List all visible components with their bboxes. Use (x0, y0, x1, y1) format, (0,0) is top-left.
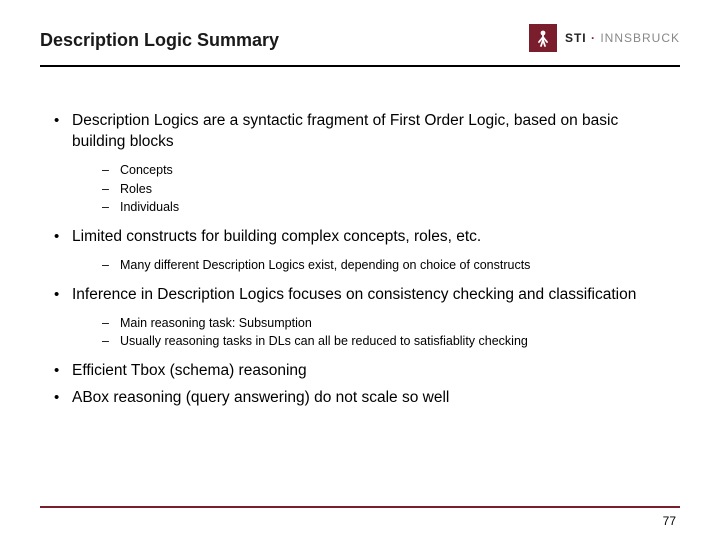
sub-item: Many different Description Logics exist,… (102, 256, 666, 275)
brand-dot: · (587, 31, 601, 45)
sub-item: Roles (102, 180, 666, 199)
sub-list: Many different Description Logics exist,… (102, 256, 666, 275)
list-item: Efficient Tbox (schema) reasoning (54, 361, 666, 382)
sti-logo-icon (529, 24, 557, 52)
list-item: ABox reasoning (query answering) do not … (54, 388, 666, 409)
list-item: Inference in Description Logics focuses … (54, 285, 666, 351)
sub-item: Usually reasoning tasks in DLs can all b… (102, 332, 666, 351)
slide-header: Description Logic Summary STI · INNSBRUC… (0, 0, 720, 51)
footer-rule (40, 506, 680, 508)
bullet-text: Description Logics are a syntactic fragm… (72, 112, 618, 150)
list-item: Limited constructs for building complex … (54, 227, 666, 275)
brand-text: STI · INNSBRUCK (565, 31, 680, 45)
sub-item: Main reasoning task: Subsumption (102, 314, 666, 333)
bullet-list: Description Logics are a syntactic fragm… (54, 111, 666, 409)
brand-light: INNSBRUCK (600, 31, 680, 45)
slide-content: Description Logics are a syntactic fragm… (0, 67, 720, 409)
bullet-text: Efficient Tbox (schema) reasoning (72, 362, 307, 379)
sub-list: Concepts Roles Individuals (102, 161, 666, 217)
sub-item: Individuals (102, 198, 666, 217)
bullet-text: Limited constructs for building complex … (72, 228, 481, 245)
brand-logo-area: STI · INNSBRUCK (529, 24, 680, 52)
page-number: 77 (663, 514, 676, 528)
bullet-text: Inference in Description Logics focuses … (72, 286, 636, 303)
bullet-text: ABox reasoning (query answering) do not … (72, 389, 449, 406)
brand-bold: STI (565, 31, 587, 45)
sub-list: Main reasoning task: Subsumption Usually… (102, 314, 666, 352)
list-item: Description Logics are a syntactic fragm… (54, 111, 666, 217)
sub-item: Concepts (102, 161, 666, 180)
